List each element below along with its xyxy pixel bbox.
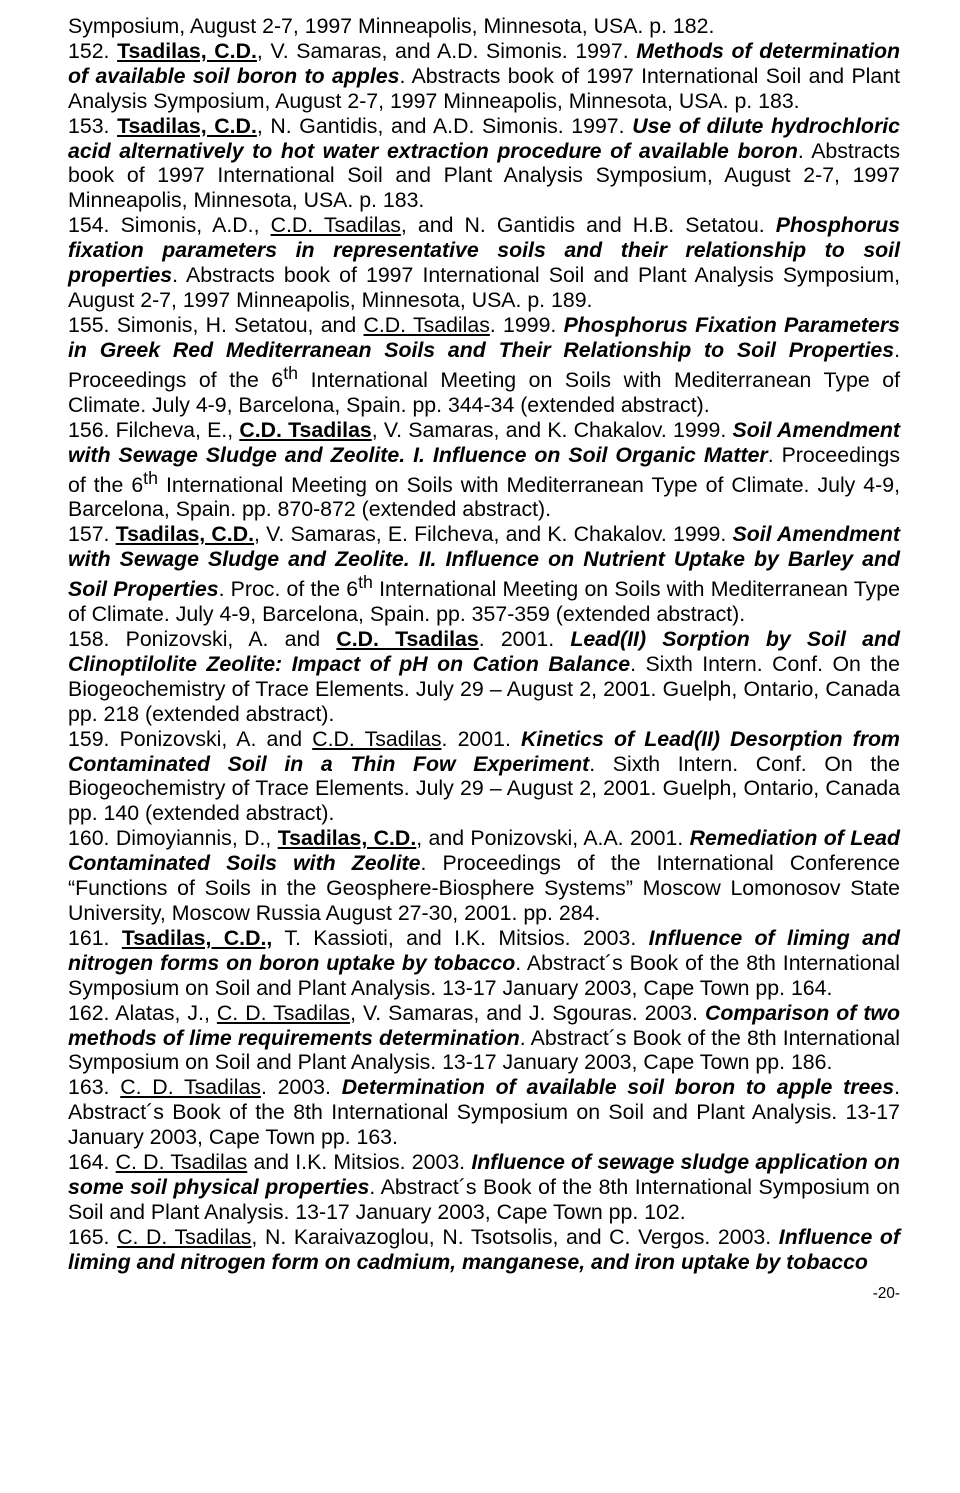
bibliography-entry: 164. C. D. Tsadilas and I.K. Mitsios. 20… (68, 1150, 900, 1224)
entry-authors: Alatas, J., C. D. Tsadilas, V. Samaras, … (115, 1001, 698, 1025)
bibliography-entry: 158. Ponizovski, A. and C.D. Tsadilas. 2… (68, 627, 900, 726)
entry-authors: Tsadilas, C.D., T. Kassioti, and I.K. Mi… (122, 926, 636, 950)
bibliography-entry: 152. Tsadilas, C.D., V. Samaras, and A.D… (68, 39, 900, 113)
entry-authors: Simonis, A.D., C.D. Tsadilas, and N. Gan… (121, 213, 765, 237)
bibliography-entry: 159. Ponizovski, A. and C.D. Tsadilas. 2… (68, 727, 900, 826)
entry-title: Determination of available soil boron to… (342, 1075, 894, 1099)
entry-authors: C. D. Tsadilas. 2003. (120, 1075, 331, 1099)
bibliography-entry: 157. Tsadilas, C.D., V. Samaras, E. Filc… (68, 522, 900, 626)
page-number: -20- (68, 1285, 900, 1303)
entry-continuation: Symposium, August 2-7, 1997 Minneapolis,… (68, 14, 714, 38)
entry-authors: Dimoyiannis, D., Tsadilas, C.D., and Pon… (116, 826, 683, 850)
entry-authors: Tsadilas, C.D., N. Gantidis, and A.D. Si… (117, 114, 624, 138)
bibliography-entry: 156. Filcheva, E., C.D. Tsadilas, V. Sam… (68, 418, 900, 522)
bibliography-page: Symposium, August 2-7, 1997 Minneapolis,… (68, 14, 900, 1275)
bibliography-entry: 161. Tsadilas, C.D., T. Kassioti, and I.… (68, 926, 900, 1000)
entry-authors: Filcheva, E., C.D. Tsadilas, V. Samaras,… (116, 418, 727, 442)
entry-authors: Simonis, H. Setatou, and C.D. Tsadilas. … (117, 313, 557, 337)
bibliography-entry: 162. Alatas, J., C. D. Tsadilas, V. Sama… (68, 1001, 900, 1075)
entry-authors: Tsadilas, C.D., V. Samaras, E. Filcheva,… (116, 522, 727, 546)
bibliography-entry: 154. Simonis, A.D., C.D. Tsadilas, and N… (68, 213, 900, 312)
bibliography-entry: 165. C. D. Tsadilas, N. Karaivazoglou, N… (68, 1225, 900, 1274)
bibliography-entry: 160. Dimoyiannis, D., Tsadilas, C.D., an… (68, 826, 900, 925)
entry-authors: Ponizovski, A. and C.D. Tsadilas. 2001. (120, 727, 511, 751)
entry-source: . Abstracts book of 1997 International S… (68, 263, 900, 312)
bibliography-entry: 163. C. D. Tsadilas. 2003. Determination… (68, 1075, 900, 1149)
bibliography-entry: 155. Simonis, H. Setatou, and C.D. Tsadi… (68, 313, 900, 417)
entry-authors: Ponizovski, A. and C.D. Tsadilas. 2001. (126, 627, 555, 651)
entry-authors: Tsadilas, C.D., V. Samaras, and A.D. Sim… (117, 39, 629, 63)
entry-authors: C. D. Tsadilas and I.K. Mitsios. 2003. (116, 1150, 465, 1174)
bibliography-entry: 153. Tsadilas, C.D., N. Gantidis, and A.… (68, 114, 900, 213)
entry-authors: C. D. Tsadilas, N. Karaivazoglou, N. Tso… (117, 1225, 771, 1249)
